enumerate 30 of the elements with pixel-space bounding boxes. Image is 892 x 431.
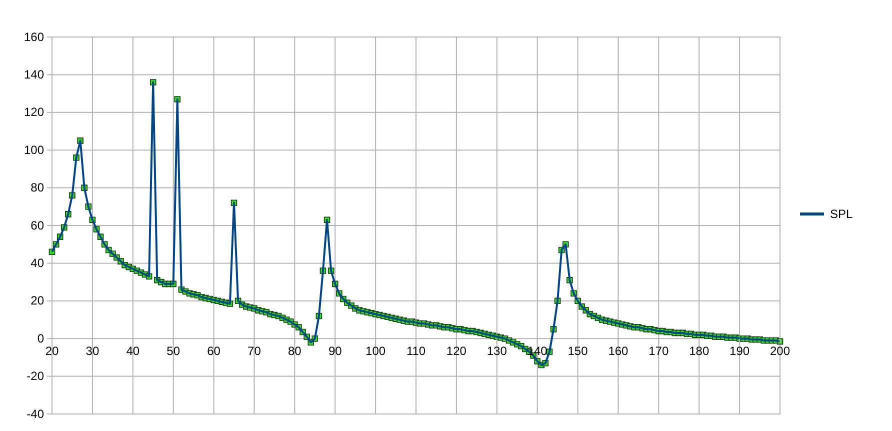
x-tick-label: 80: [288, 344, 302, 358]
y-tick-label: 60: [30, 218, 44, 232]
y-tick-label: -40: [26, 406, 44, 421]
y-tick-label: 120: [24, 105, 44, 120]
x-tick-label: 170: [648, 344, 669, 358]
x-tick-label: 150: [568, 344, 588, 358]
x-tick-label: 120: [446, 344, 467, 358]
x-tick-label: 180: [689, 344, 710, 358]
x-tick-label: 190: [730, 344, 750, 358]
x-tick-label: 40: [126, 344, 140, 358]
y-tick-label: 80: [30, 180, 44, 195]
x-tick-label: 110: [406, 344, 426, 358]
x-tick-label: 90: [328, 344, 342, 358]
x-tick-label: 160: [608, 344, 629, 358]
x-tick-label: 20: [45, 344, 59, 358]
x-tick-label: 200: [770, 344, 790, 358]
y-tick-label: 0: [37, 331, 44, 346]
y-tick-label: 100: [24, 142, 44, 157]
y-tick-label: 20: [30, 294, 44, 308]
y-tick-label: 140: [24, 68, 44, 82]
x-tick-label: 30: [86, 344, 100, 358]
x-tick-label: 70: [248, 344, 262, 358]
x-tick-label: 100: [366, 344, 386, 358]
y-tick-label: 40: [30, 256, 44, 270]
x-tick-label: 60: [207, 344, 221, 358]
y-tick-label: -20: [26, 369, 44, 384]
y-tick-label: 160: [24, 30, 44, 44]
legend-label: SPL: [830, 207, 854, 221]
x-tick-label: 130: [486, 344, 508, 358]
x-tick-label: 50: [166, 344, 180, 358]
